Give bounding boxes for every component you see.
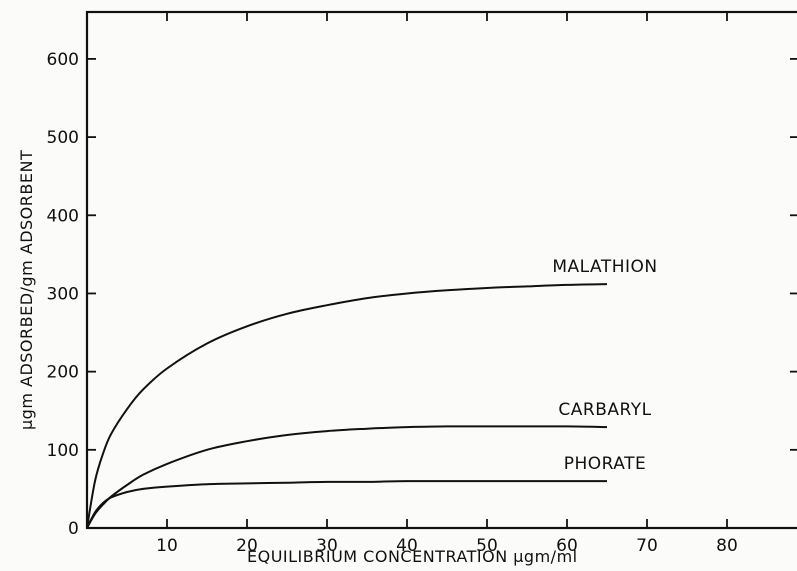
x-tick-label: 30 (316, 536, 338, 556)
x-tick-label: 20 (236, 536, 258, 556)
y-tick-label: 200 (47, 363, 79, 383)
series-labels: MALATHION CARBARYL PHORATE (552, 257, 657, 474)
series-label-malathion: MALATHION (552, 257, 657, 277)
y-tick-label: 100 (47, 441, 79, 461)
series-line-malathion (86, 283, 608, 529)
plot-frame (85, 10, 797, 530)
series-line-phorate (86, 480, 607, 529)
y-tick-label: 300 (47, 284, 79, 304)
x-tick-label: 80 (716, 536, 738, 556)
series-label-phorate: PHORATE (564, 454, 646, 474)
series-label-carbaryl: CARBARYL (558, 400, 651, 420)
series-line-carbaryl (86, 425, 608, 529)
y-tick-label: 600 (47, 50, 79, 70)
x-tick-label: 40 (396, 536, 418, 556)
axis-ticks (87, 12, 797, 528)
origin-label: 0 (68, 519, 79, 539)
x-tick-label: 60 (556, 536, 578, 556)
x-tick-label: 10 (156, 536, 178, 556)
x-tick-label: 50 (476, 536, 498, 556)
series-curves (86, 283, 608, 529)
y-axis-title: µgm ADSORBED/gm ADSORBENT (17, 150, 36, 430)
y-tick-label: 400 (47, 206, 79, 226)
y-tick-label: 500 (47, 128, 79, 148)
x-axis-title: EQUILIBRIUM CONCENTRATION µgm/ml (247, 547, 578, 566)
x-tick-label: 70 (636, 536, 658, 556)
axis-tick-labels: 10 20 30 40 50 60 70 80 100 200 300 400 500 600 (47, 50, 738, 556)
